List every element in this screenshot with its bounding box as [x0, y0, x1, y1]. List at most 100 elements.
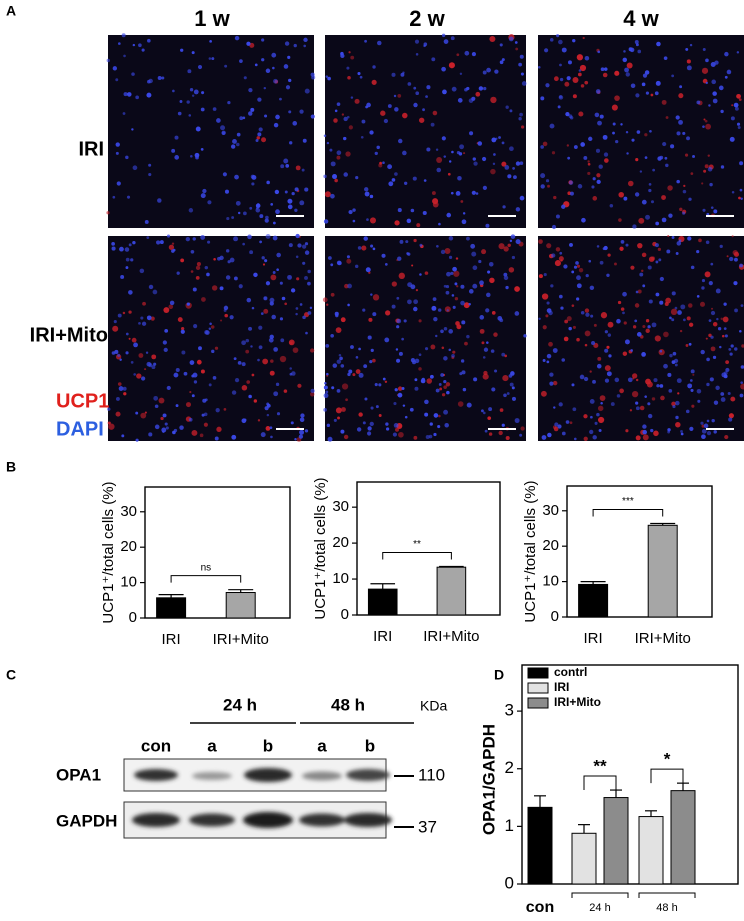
- ucp1-signal: [738, 98, 742, 102]
- ucp1-signal: [122, 311, 126, 315]
- dapi-nucleus: [571, 383, 575, 387]
- ucp1-signal: [731, 104, 734, 107]
- dapi-nucleus: [280, 338, 285, 343]
- dapi-nucleus: [509, 239, 513, 243]
- dapi-nucleus: [287, 204, 293, 210]
- x-tick-label: 24 h: [589, 902, 610, 914]
- ucp1-signal: [703, 169, 707, 173]
- dapi-nucleus: [733, 257, 738, 262]
- dapi-nucleus: [624, 339, 630, 345]
- dapi-nucleus: [303, 37, 308, 43]
- dapi-nucleus: [200, 193, 206, 199]
- dapi-nucleus: [625, 72, 630, 77]
- ucp1-signal: [265, 426, 271, 431]
- dapi-nucleus: [650, 200, 655, 204]
- dapi-nucleus: [352, 219, 356, 223]
- dapi-nucleus: [702, 208, 706, 212]
- dapi-nucleus: [229, 315, 234, 320]
- ucp1-signal: [538, 239, 543, 244]
- dapi-nucleus: [255, 207, 261, 213]
- dapi-nucleus: [668, 213, 673, 218]
- dapi-nucleus: [482, 156, 487, 162]
- ucp1-signal: [623, 321, 627, 325]
- dapi-nucleus: [385, 422, 389, 426]
- dapi-nucleus: [512, 167, 515, 170]
- ucp1-signal: [455, 257, 459, 260]
- dapi-nucleus: [503, 275, 509, 281]
- dapi-nucleus: [658, 258, 662, 262]
- ucp1-signal: [566, 316, 572, 322]
- dapi-nucleus: [207, 240, 211, 244]
- dapi-nucleus: [545, 83, 550, 88]
- dapi-nucleus: [723, 302, 727, 306]
- ucp1-signal: [617, 300, 622, 305]
- dapi-nucleus: [655, 221, 660, 226]
- dapi-nucleus: [486, 341, 489, 344]
- ucp1-signal: [334, 178, 338, 183]
- ucp1-signal: [515, 47, 519, 51]
- ucp1-signal: [597, 356, 602, 361]
- dapi-nucleus: [724, 51, 729, 57]
- ucp1-signal: [598, 416, 605, 424]
- dapi-nucleus: [733, 102, 739, 108]
- ucp1-signal: [619, 388, 624, 394]
- ucp1-signal: [637, 289, 642, 294]
- dapi-nucleus: [332, 363, 338, 368]
- dapi-nucleus: [689, 43, 693, 47]
- dapi-nucleus: [348, 210, 353, 215]
- micrograph: [325, 236, 526, 441]
- dapi-nucleus: [572, 407, 577, 412]
- ucp1-signal: [740, 383, 744, 390]
- dapi-nucleus: [697, 399, 701, 403]
- significance-label: **: [413, 539, 421, 550]
- dapi-nucleus: [125, 351, 129, 355]
- dapi-nucleus: [372, 312, 377, 317]
- dapi-nucleus: [114, 349, 119, 354]
- dapi-nucleus: [413, 86, 417, 90]
- dapi-nucleus: [689, 426, 694, 432]
- x-tick-label: IRI+Mito: [213, 631, 269, 648]
- dapi-nucleus: [635, 43, 639, 47]
- dapi-nucleus: [138, 43, 142, 48]
- dapi-nucleus: [400, 72, 405, 77]
- x-tick-label: con: [526, 899, 554, 916]
- dapi-nucleus: [485, 223, 490, 228]
- dapi-nucleus: [501, 352, 506, 357]
- ucp1-signal: [545, 314, 549, 318]
- dapi-nucleus: [543, 273, 547, 277]
- dapi-nucleus: [241, 362, 246, 367]
- dapi-nucleus: [519, 195, 525, 201]
- dapi-nucleus: [583, 376, 589, 382]
- unit-label: KDa: [420, 698, 447, 714]
- dapi-nucleus: [630, 349, 633, 352]
- ucp1-signal: [686, 59, 691, 64]
- dapi-nucleus: [302, 244, 307, 249]
- dapi-nucleus: [505, 105, 509, 109]
- dapi-nucleus: [659, 276, 664, 282]
- dapi-nucleus: [594, 421, 598, 425]
- dapi-nucleus: [429, 422, 433, 426]
- dapi-nucleus: [485, 308, 490, 313]
- ucp1-signal: [667, 234, 670, 238]
- ucp1-signal: [355, 369, 361, 374]
- ucp1-signal: [444, 247, 451, 254]
- dapi-nucleus: [193, 324, 198, 329]
- dapi-nucleus: [272, 66, 275, 70]
- ucp1-signal: [479, 328, 485, 334]
- ucp1-signal: [653, 430, 659, 437]
- dapi-nucleus: [563, 264, 568, 269]
- dapi-nucleus: [520, 72, 524, 76]
- dapi-nucleus: [554, 422, 559, 427]
- ucp1-signal: [563, 336, 569, 342]
- ucp1-signal: [324, 191, 331, 198]
- dapi-nucleus: [359, 75, 363, 79]
- plot-frame: [521, 664, 739, 885]
- western-blot: 24 h 48 h KDa con a b a b OPA1 GAPDH 110…: [56, 695, 447, 839]
- dapi-nucleus: [726, 69, 732, 75]
- dapi-nucleus: [446, 212, 452, 218]
- dapi-nucleus: [112, 195, 116, 199]
- ucp1-signal: [350, 55, 355, 60]
- dapi-nucleus: [709, 182, 713, 187]
- dapi-nucleus: [568, 326, 572, 331]
- ucp1-signal: [395, 427, 400, 432]
